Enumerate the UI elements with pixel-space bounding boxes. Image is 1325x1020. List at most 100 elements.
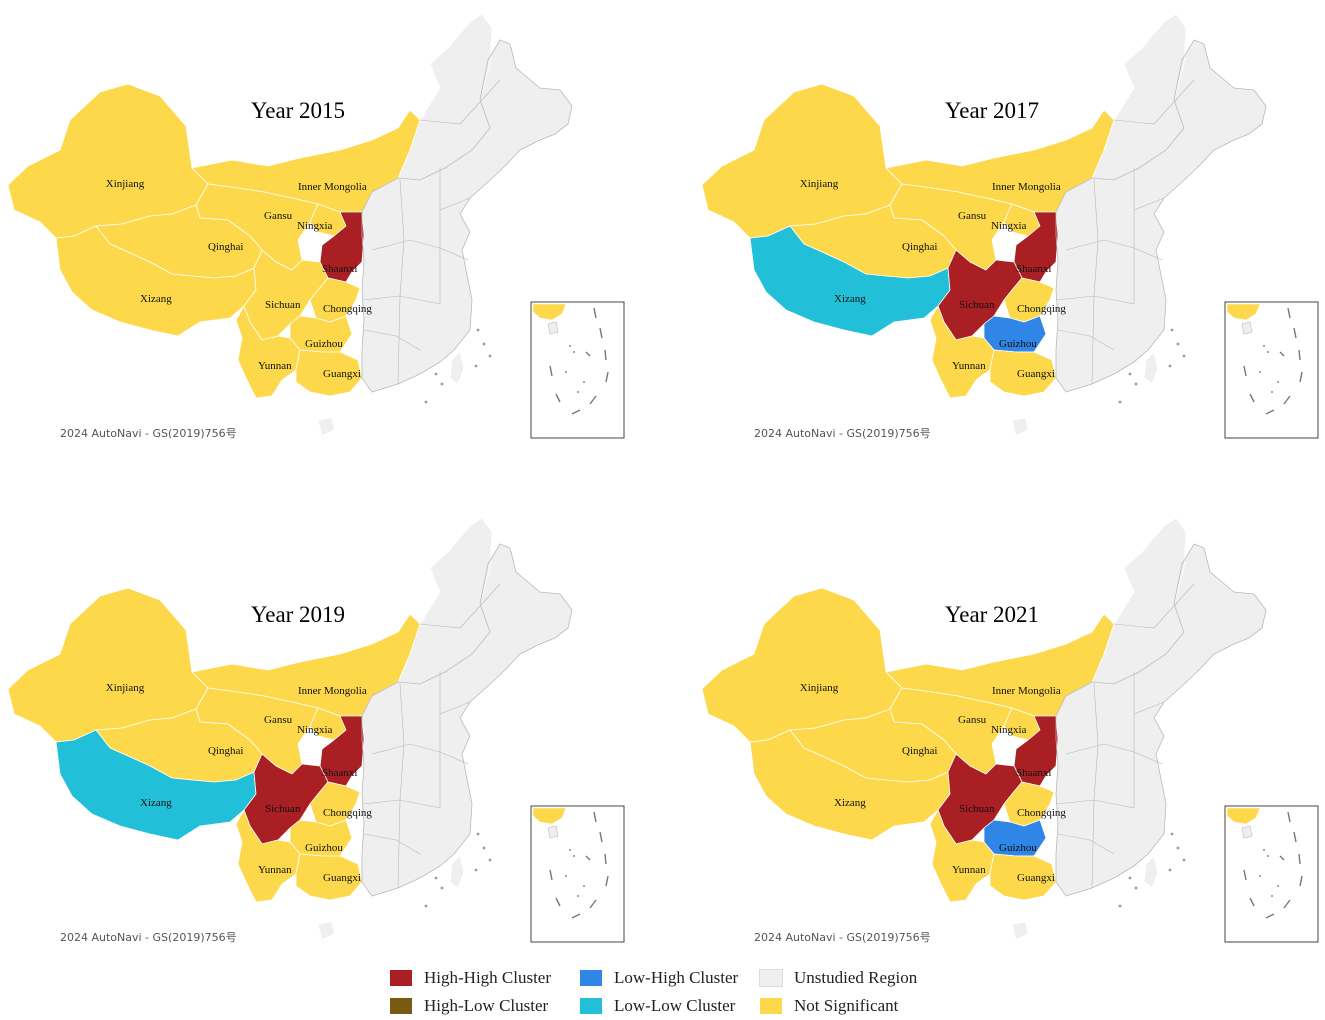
province-label-xizang: Xizang <box>140 293 172 305</box>
province-label-gansu: Gansu <box>958 714 987 726</box>
inset-island-dot <box>569 849 571 851</box>
inset-boundary-dash <box>1243 365 1247 377</box>
inset-island-dot <box>1267 855 1269 857</box>
map-credit: 2024 AutoNavi - GS(2019)756号 <box>754 931 931 944</box>
province-border <box>397 683 405 889</box>
legend-item-low-high: Low-High Cluster <box>580 966 738 990</box>
inset-boundary-dash <box>555 393 561 403</box>
inset-boundary-dash <box>1293 831 1297 843</box>
province-border <box>1057 329 1115 351</box>
panel-title: Year 2021 <box>945 602 1039 627</box>
inset-boundary-dash <box>1299 875 1303 887</box>
province-border <box>1113 583 1195 629</box>
province-border <box>1133 701 1165 715</box>
legend-item-unstudied: Unstudied Region <box>759 966 918 990</box>
province-taiwan <box>1143 351 1159 385</box>
island-dot <box>440 382 444 386</box>
legend-swatch <box>390 998 412 1014</box>
south-china-sea-inset <box>530 301 625 439</box>
south-china-sea-inset <box>530 805 625 943</box>
inset-boundary-dash <box>571 913 581 919</box>
province-label-chongqing: Chongqing <box>323 807 372 819</box>
province-label-guizhou: Guizhou <box>305 338 343 350</box>
inset-boundary-dash <box>593 307 597 319</box>
province-label-xinjiang: Xinjiang <box>800 682 839 694</box>
map-credit: 2024 AutoNavi - GS(2019)756号 <box>60 931 237 944</box>
province-hainan <box>1011 417 1029 437</box>
inset-island-dot <box>577 391 579 393</box>
province-label-sichuan: Sichuan <box>265 299 301 311</box>
province-border <box>1091 179 1099 385</box>
legend-swatch <box>760 998 782 1014</box>
inset-island-dot <box>1271 895 1273 897</box>
province-label-qinghai: Qinghai <box>902 745 937 757</box>
province-yunnan <box>235 305 301 399</box>
province-guangxi <box>295 853 363 901</box>
coastline <box>1055 39 1267 393</box>
panel-title: Year 2015 <box>251 98 345 123</box>
inset-boundary-dash <box>1265 913 1275 919</box>
map-panel: Year 2017 Xinjiang Inner Mongolia Gansu Ning… <box>701 13 1319 440</box>
island-dot <box>1128 372 1132 376</box>
island-dot <box>1134 886 1138 890</box>
inset-boundary-dash <box>1287 307 1291 319</box>
legend-item-high-low: High-Low Cluster <box>390 994 548 1018</box>
province-guangxi <box>989 853 1057 901</box>
province-label-yunnan: Yunnan <box>258 864 292 876</box>
inset-boundary-dash <box>1298 853 1301 865</box>
map-grid: Year 2015 Xinjiang Inner Mongolia Gansu Ning… <box>7 13 1319 944</box>
inset-island <box>547 321 559 335</box>
province-border <box>439 701 471 715</box>
province-guangxi <box>989 349 1057 397</box>
inset-frame <box>530 301 625 439</box>
inset-island-dot <box>1259 371 1261 373</box>
province-label-guangxi: Guangxi <box>323 872 361 884</box>
island-dot <box>482 846 486 850</box>
province-border <box>371 239 469 261</box>
island-dot <box>1134 382 1138 386</box>
island-dot <box>476 832 480 836</box>
island-dot <box>474 364 478 368</box>
province-taiwan <box>449 351 465 385</box>
inset-boundary-dash <box>1279 351 1285 357</box>
province-label-sichuan: Sichuan <box>959 803 995 815</box>
legend-label: Low-High Cluster <box>614 968 739 987</box>
province-label-guizhou: Guizhou <box>999 842 1037 854</box>
coastline <box>361 39 573 393</box>
province-label-qinghai: Qinghai <box>208 241 243 253</box>
province-label-guangxi: Guangxi <box>1017 368 1055 380</box>
province-label-ningxia: Ningxia <box>297 220 333 232</box>
province-border <box>419 583 501 629</box>
map-panel: Year 2019 Xinjiang Inner Mongolia Gansu Ning… <box>7 517 625 944</box>
province-guangxi <box>295 349 363 397</box>
inset-island-dot <box>1277 381 1279 383</box>
inset-boundary-dash <box>1249 393 1255 403</box>
province-border <box>1113 79 1195 125</box>
province-label-yunnan: Yunnan <box>952 360 986 372</box>
province-border <box>1065 239 1163 261</box>
inset-boundary-dash <box>549 869 553 881</box>
island-dot <box>1182 354 1186 358</box>
inset-island-dot <box>1277 885 1279 887</box>
province-label-inner-mongolia: Inner Mongolia <box>298 685 367 697</box>
province-label-ningxia: Ningxia <box>991 724 1027 736</box>
province-hainan <box>1011 921 1029 941</box>
province-label-qinghai: Qinghai <box>208 745 243 757</box>
inset-boundary-dash <box>549 365 553 377</box>
province-label-guangxi: Guangxi <box>1017 872 1055 884</box>
inset-frame <box>1224 805 1319 943</box>
island-dot <box>1168 868 1172 872</box>
inset-island-dot <box>565 371 567 373</box>
inset-boundary-dash <box>585 855 591 861</box>
inset-island-dot <box>1259 875 1261 877</box>
inset-boundary-dash <box>1243 869 1247 881</box>
inset-boundary-dash <box>1298 349 1301 361</box>
inset-island-dot <box>583 885 585 887</box>
legend-label: Unstudied Region <box>794 968 918 987</box>
island-dot <box>1170 328 1174 332</box>
province-label-sichuan: Sichuan <box>959 299 995 311</box>
province-taiwan <box>449 855 465 889</box>
map-panel: Year 2021 Xinjiang Inner Mongolia Gansu Ning… <box>701 517 1319 944</box>
island-dot <box>1118 400 1122 404</box>
island-dot <box>476 328 480 332</box>
